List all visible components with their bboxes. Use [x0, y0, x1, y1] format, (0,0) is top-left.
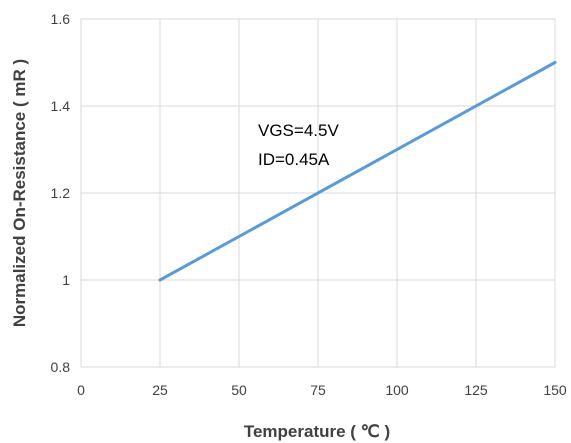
x-tick-label: 100	[385, 382, 409, 398]
x-tick-label: 0	[77, 382, 85, 398]
annotation-id: ID=0.45A	[258, 150, 330, 169]
series-line	[158, 61, 557, 282]
x-axis-title: Temperature ( ℃ )	[244, 422, 390, 441]
y-tick-label: 1.2	[51, 185, 71, 201]
y-tick-label: 1.6	[51, 11, 71, 27]
y-axis-title: Normalized On-Resistance ( mR )	[10, 59, 29, 327]
series-group	[158, 61, 557, 282]
y-axis-ticks: 0.8 1 1.2 1.4 1.6	[51, 11, 71, 375]
x-tick-label: 125	[464, 382, 488, 398]
x-tick-label: 25	[152, 382, 168, 398]
x-tick-label: 50	[231, 382, 247, 398]
annotation-vgs: VGS=4.5V	[258, 121, 339, 140]
y-tick-label: 1	[62, 272, 70, 288]
plot-area	[80, 18, 556, 368]
x-tick-label: 150	[543, 382, 567, 398]
y-tick-label: 1.4	[51, 98, 71, 114]
x-axis-ticks: 0 25 50 75 100 125 150	[77, 382, 567, 398]
y-tick-label: 0.8	[51, 359, 71, 375]
x-tick-label: 75	[310, 382, 326, 398]
